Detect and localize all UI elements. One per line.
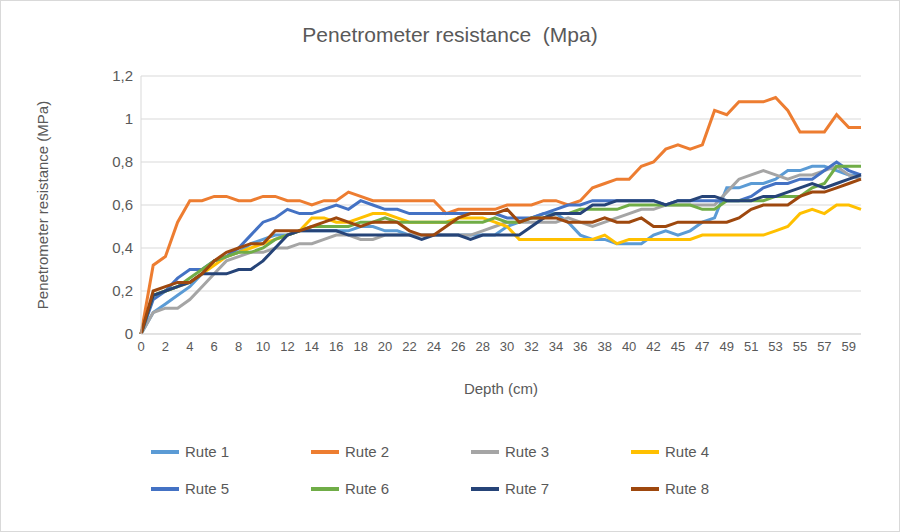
svg-text:0,4: 0,4 — [112, 239, 133, 256]
svg-text:0,2: 0,2 — [112, 282, 133, 299]
svg-text:0,6: 0,6 — [112, 196, 133, 213]
svg-text:49: 49 — [720, 339, 734, 354]
svg-text:59: 59 — [842, 339, 856, 354]
svg-text:55: 55 — [793, 339, 807, 354]
svg-text:38: 38 — [597, 339, 611, 354]
svg-text:42: 42 — [646, 339, 660, 354]
html-text:Rute 2: Rute 2 — [345, 443, 390, 460]
svg-text:0: 0 — [125, 325, 133, 342]
svg-text:26: 26 — [451, 339, 465, 354]
svg-text:45: 45 — [671, 339, 685, 354]
svg-text:8: 8 — [235, 339, 242, 354]
svg-text:4: 4 — [186, 339, 193, 354]
svg-text:0: 0 — [137, 339, 144, 354]
html-text:Rute 8: Rute 8 — [665, 480, 710, 497]
svg-text:53: 53 — [768, 339, 782, 354]
svg-text:51: 51 — [744, 339, 758, 354]
svg-text:36: 36 — [573, 339, 587, 354]
svg-text:34: 34 — [549, 339, 563, 354]
html-text:Rute 7: Rute 7 — [505, 480, 550, 497]
svg-text:16: 16 — [329, 339, 343, 354]
svg-text:57: 57 — [817, 339, 831, 354]
svg-text:10: 10 — [256, 339, 270, 354]
svg-text:14: 14 — [305, 339, 319, 354]
html-text:Rute 6: Rute 6 — [345, 480, 390, 497]
svg-text:30: 30 — [500, 339, 514, 354]
svg-text:28: 28 — [475, 339, 489, 354]
html-text:Rute 5: Rute 5 — [185, 480, 230, 497]
svg-text:40: 40 — [622, 339, 636, 354]
html-text:Rute 4: Rute 4 — [665, 443, 710, 460]
svg-text:12: 12 — [280, 339, 294, 354]
svg-text:Depth (cm): Depth (cm) — [464, 380, 538, 397]
svg-text:24: 24 — [427, 339, 441, 354]
html-text:Rute 1: Rute 1 — [185, 443, 230, 460]
svg-text:1: 1 — [125, 110, 133, 127]
svg-text:32: 32 — [524, 339, 538, 354]
svg-text:Penetrometer resistance (MPa): Penetrometer resistance (MPa) — [34, 101, 51, 309]
svg-text:0,8: 0,8 — [112, 153, 133, 170]
html-text:Penetrometer resistance (Mpa): Penetrometer resistance (Mpa) — [302, 23, 598, 46]
svg-text:6: 6 — [211, 339, 218, 354]
svg-text:1,2: 1,2 — [112, 67, 133, 84]
svg-text:22: 22 — [402, 339, 416, 354]
html-text:Rute 3: Rute 3 — [505, 443, 550, 460]
svg-text:47: 47 — [695, 339, 709, 354]
svg-text:18: 18 — [353, 339, 367, 354]
svg-text:20: 20 — [378, 339, 392, 354]
svg-text:2: 2 — [162, 339, 169, 354]
